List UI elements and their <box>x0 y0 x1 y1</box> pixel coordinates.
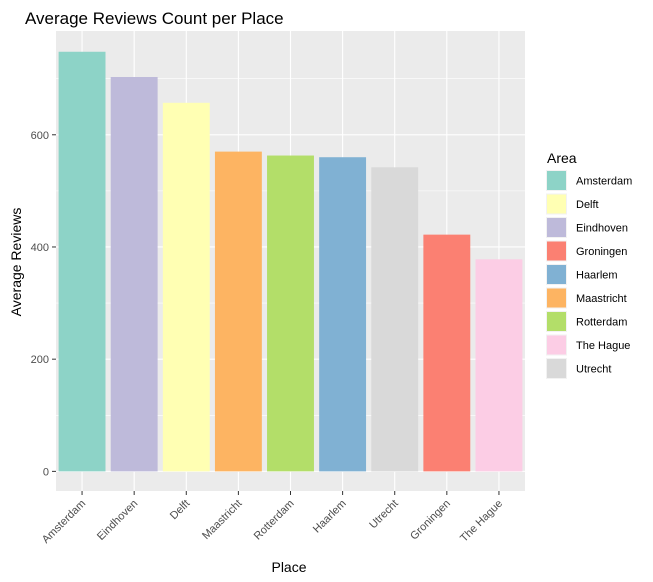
legend-label: Maastricht <box>576 293 627 305</box>
x-tick-label: The Hague <box>458 498 505 545</box>
y-tick-label: 0 <box>43 466 49 478</box>
legend-swatch-amsterdam <box>547 171 566 190</box>
legend-label: Eindhoven <box>576 223 628 235</box>
x-tick-label: Maastricht <box>200 498 244 542</box>
legend-label: Delft <box>576 199 599 211</box>
x-tick-label: Haarlem <box>311 498 349 536</box>
chart-title: Average Reviews Count per Place <box>25 9 284 28</box>
bar-maastricht <box>214 151 262 472</box>
legend-swatch-the-hague <box>547 335 566 355</box>
x-tick-label: Amsterdam <box>40 498 88 546</box>
legend-title: Area <box>547 150 577 166</box>
legend-label: Utrecht <box>576 364 611 376</box>
x-axis-label: Place <box>271 559 306 575</box>
x-tick-label: Delft <box>168 498 192 522</box>
bar-groningen <box>423 234 471 472</box>
bar-eindhoven <box>110 77 158 472</box>
bar-rotterdam <box>267 155 314 472</box>
x-axis: Amsterdam Eindhoven Delft Maastricht Rotterd… <box>40 491 505 546</box>
x-tick-label: Groningen <box>408 498 453 543</box>
bars <box>58 51 523 472</box>
y-tick-label: 200 <box>31 354 49 366</box>
legend-swatch-rotterdam <box>547 312 566 331</box>
legend-swatch-delft <box>547 194 566 214</box>
y-axis-label: Average Reviews <box>8 208 24 317</box>
x-tick-label: Rotterdam <box>252 498 297 543</box>
legend-swatch-maastricht <box>547 288 566 308</box>
bar-delft <box>162 102 210 472</box>
legend-swatch-haarlem <box>547 265 566 284</box>
legend-label: Amsterdam <box>576 176 632 188</box>
x-tick-label: Eindhoven <box>95 498 140 543</box>
legend-label: Rotterdam <box>576 317 627 329</box>
legend: Area Amsterdam Delft Eindhoven Groningen Haa… <box>546 150 632 379</box>
legend-swatch-groningen <box>547 241 566 261</box>
legend-label: The Hague <box>576 340 630 352</box>
legend-label: Groningen <box>576 246 627 258</box>
bar-the-hague <box>475 259 523 472</box>
legend-label: Haarlem <box>576 270 618 282</box>
y-tick-label: 600 <box>31 130 49 142</box>
y-axis: 0 200 400 600 <box>31 130 56 478</box>
bar-utrecht <box>371 167 419 472</box>
y-tick-label: 400 <box>31 242 49 254</box>
bar-haarlem <box>319 157 367 472</box>
bar-amsterdam <box>58 51 106 472</box>
x-tick-label: Utrecht <box>367 498 401 532</box>
legend-swatch-utrecht <box>547 359 566 378</box>
legend-swatch-eindhoven <box>547 218 566 237</box>
